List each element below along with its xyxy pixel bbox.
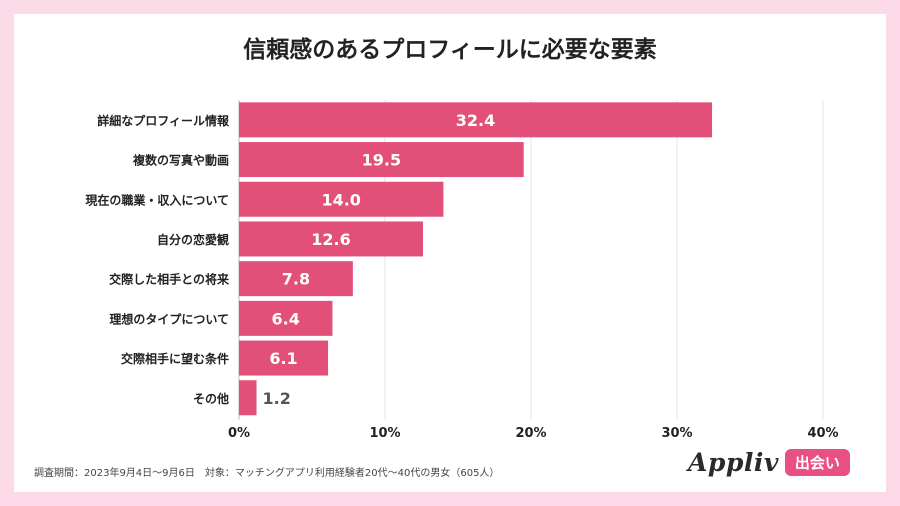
category-label: 詳細なプロフィール情報 [97,113,230,128]
value-label: 1.2 [263,389,291,408]
bar [239,102,713,138]
value-label: 32.4 [456,111,495,130]
x-tick-label: 20% [515,426,546,441]
bar [239,380,257,416]
category-label: 交際した相手との将来 [109,272,230,287]
category-label: 複数の写真や動画 [132,153,229,168]
bar [239,221,423,257]
bar [239,340,329,376]
bar [239,300,333,336]
category-label: 現在の職業・収入について [85,192,229,207]
logo-wordmark: Appliv [688,448,779,477]
chart-title: 信頼感のあるプロフィールに必要な要素 [243,37,657,63]
x-tick-label: 0% [228,426,250,441]
value-label: 6.4 [272,309,300,328]
category-label: 自分の恋愛観 [157,232,229,247]
bar [239,261,353,297]
category-label: 理想のタイプについて [109,311,229,326]
logo-badge: 出会い [784,449,850,476]
bar [239,181,444,217]
survey-footnote: 調査期間：2023年9月4日〜9月6日 対象：マッチングアプリ利用経験者20代〜… [34,468,500,479]
value-label: 6.1 [269,349,297,368]
x-tick-label: 30% [661,426,692,441]
value-label: 12.6 [311,230,350,249]
category-label: 交際相手に望む条件 [121,351,229,366]
category-label: その他 [193,391,229,406]
bar [239,142,524,178]
x-tick-label: 40% [807,426,838,441]
value-label: 14.0 [321,190,360,209]
applive-logo: Appliv 出会い [688,448,850,477]
x-tick-label: 10% [369,426,400,441]
value-label: 7.8 [282,270,310,289]
chart-card [14,14,886,492]
value-label: 19.5 [362,151,401,170]
